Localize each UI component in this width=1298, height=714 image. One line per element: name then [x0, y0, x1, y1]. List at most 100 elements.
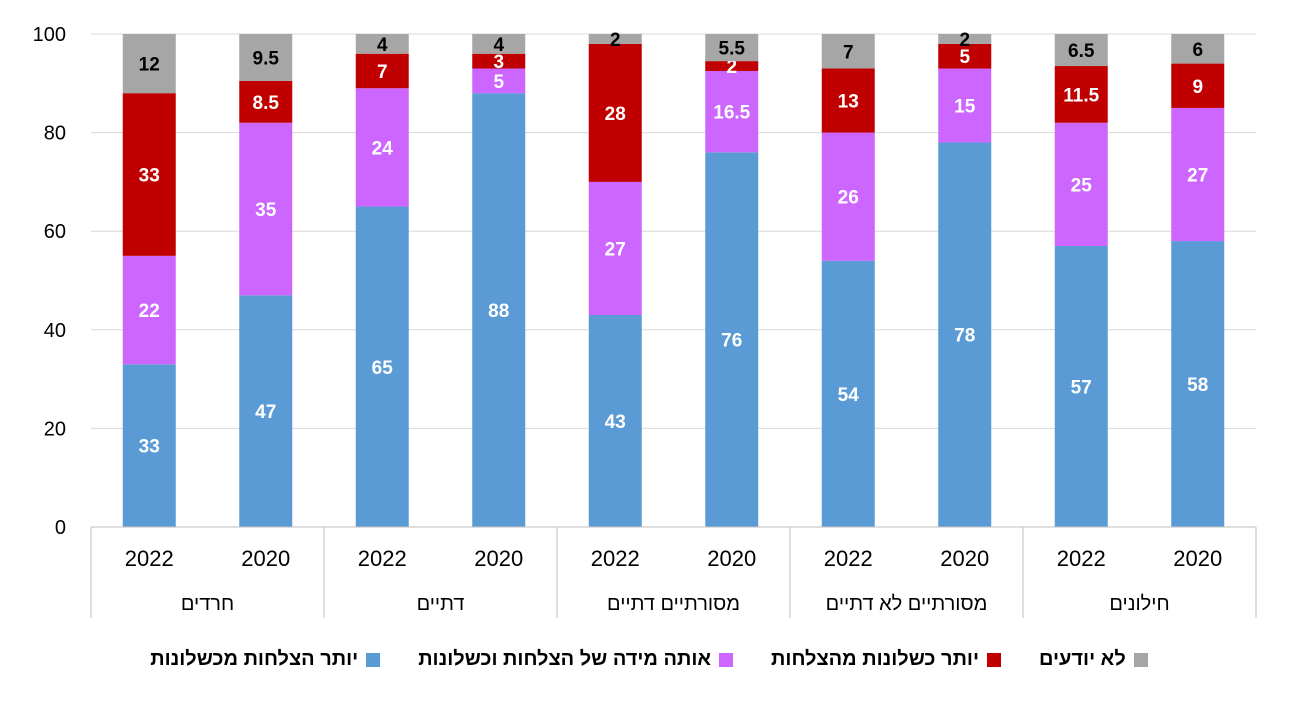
- bar-segment: [938, 142, 992, 527]
- data-label: 2: [610, 30, 621, 51]
- bar-segment: [1171, 107, 1225, 242]
- y-tick-label: 80: [44, 123, 66, 145]
- data-label: 11.5: [1063, 85, 1099, 106]
- data-label: 65: [372, 358, 394, 379]
- bar-segment: [938, 68, 992, 143]
- bar-segment: [1054, 34, 1108, 67]
- bar-segment: [1054, 245, 1108, 528]
- x-tick-label: 2020: [940, 546, 989, 571]
- data-label: 2: [726, 57, 737, 78]
- bar-segment: [355, 53, 409, 89]
- y-tick-label: 20: [44, 418, 66, 440]
- x-tick-label: 2022: [125, 546, 174, 571]
- bar-segment: [705, 61, 759, 71]
- legend-swatch: [1133, 652, 1148, 667]
- x-tick-label: 2022: [824, 546, 873, 571]
- data-label: 33: [139, 437, 160, 458]
- group-label: חילונים: [1109, 593, 1169, 615]
- bar-segment: [588, 181, 642, 316]
- x-tick-label: 2022: [358, 546, 407, 571]
- bar-segment: [588, 43, 642, 182]
- data-label: 16.5: [713, 103, 750, 124]
- bar-segment: [239, 295, 293, 527]
- bar-segment: [1171, 241, 1225, 527]
- bar-segment: [239, 34, 293, 81]
- x-tick-label: 2020: [241, 546, 290, 571]
- data-label: 6: [1192, 40, 1203, 61]
- bar-segment: [1171, 63, 1225, 108]
- y-tick-label: 100: [33, 24, 66, 46]
- y-tick-label: 60: [44, 221, 66, 243]
- bar-segment: [122, 34, 176, 94]
- legend-swatch: [987, 652, 1002, 667]
- data-label: 9.5: [253, 48, 280, 69]
- data-label: 27: [1187, 166, 1208, 187]
- bar-segment: [821, 34, 875, 69]
- data-label: 3: [493, 52, 504, 73]
- bar-segment: [588, 34, 642, 44]
- data-label: 4: [493, 35, 504, 56]
- bar-segment: [588, 315, 642, 527]
- data-label: 78: [954, 326, 975, 347]
- group-label: מסורתיים לא דתיים: [826, 593, 988, 615]
- data-label: 9: [1192, 77, 1203, 98]
- data-label: 58: [1187, 375, 1208, 396]
- bar-segment: [472, 68, 526, 94]
- data-label: 43: [605, 412, 626, 433]
- bar-segment: [239, 122, 293, 296]
- data-label: 5: [959, 47, 970, 68]
- data-label: 4: [377, 35, 388, 56]
- group-label: מסורתיים דתיים: [607, 593, 740, 615]
- legend-label: לא יודעים: [1039, 648, 1126, 670]
- bar-segment: [355, 34, 409, 54]
- data-label: 24: [372, 138, 394, 159]
- legend-label: יותר כשלונות מהצלחות: [771, 648, 980, 670]
- stacked-bar-chart: 02040608010033223312202247358.59.5202065…: [33, 24, 1257, 618]
- bar-segment: [938, 43, 992, 69]
- data-label: 2: [959, 30, 970, 51]
- bar-segment: [821, 260, 875, 527]
- data-label: 28: [605, 104, 626, 125]
- bar-segment: [705, 70, 759, 153]
- data-label: 33: [139, 166, 160, 187]
- legend: לא יודעים יותר כשלונות מהצלחות אותה מידה ש…: [0, 648, 1298, 671]
- bar-segment: [355, 88, 409, 207]
- data-label: 5: [493, 72, 504, 93]
- bar-segment: [1054, 66, 1108, 123]
- data-label: 88: [488, 301, 509, 322]
- bar-segment: [122, 255, 176, 365]
- bar-segment: [355, 206, 409, 528]
- bar-segment: [821, 132, 875, 261]
- bar-segment: [821, 68, 875, 133]
- bar-segment: [1054, 122, 1108, 246]
- data-label: 25: [1071, 175, 1093, 196]
- data-label: 57: [1071, 377, 1092, 398]
- data-label: 15: [954, 96, 976, 117]
- group-label: דתיים: [417, 593, 465, 615]
- bar-segment: [938, 34, 992, 44]
- legend-item: לא יודעים: [1039, 648, 1148, 671]
- legend-label: יותר הצלחות מכשלונות: [150, 648, 359, 670]
- data-label: 26: [838, 188, 859, 209]
- bar-segment: [472, 93, 526, 527]
- legend-swatch: [366, 652, 381, 667]
- y-tick-label: 0: [55, 517, 66, 539]
- data-label: 27: [605, 239, 626, 260]
- data-label: 35: [255, 200, 277, 221]
- x-tick-label: 2020: [707, 546, 756, 571]
- bar-segment: [472, 34, 526, 54]
- legend-item: יותר כשלונות מהצלחות: [771, 648, 1002, 671]
- bar-segment: [239, 80, 293, 123]
- data-label: 22: [139, 301, 160, 322]
- data-label: 13: [838, 92, 859, 113]
- bar-segment: [472, 53, 526, 69]
- legend-label: אותה מידה של הצלחות וכשלונות: [418, 648, 712, 670]
- data-label: 76: [721, 331, 742, 352]
- group-label: חרדים: [181, 593, 234, 615]
- legend-swatch: [719, 652, 734, 667]
- data-label: 7: [843, 42, 854, 63]
- data-label: 5.5: [719, 39, 746, 60]
- legend-item: יותר הצלחות מכשלונות: [150, 648, 381, 671]
- bar-segment: [122, 93, 176, 256]
- data-label: 8.5: [253, 93, 280, 114]
